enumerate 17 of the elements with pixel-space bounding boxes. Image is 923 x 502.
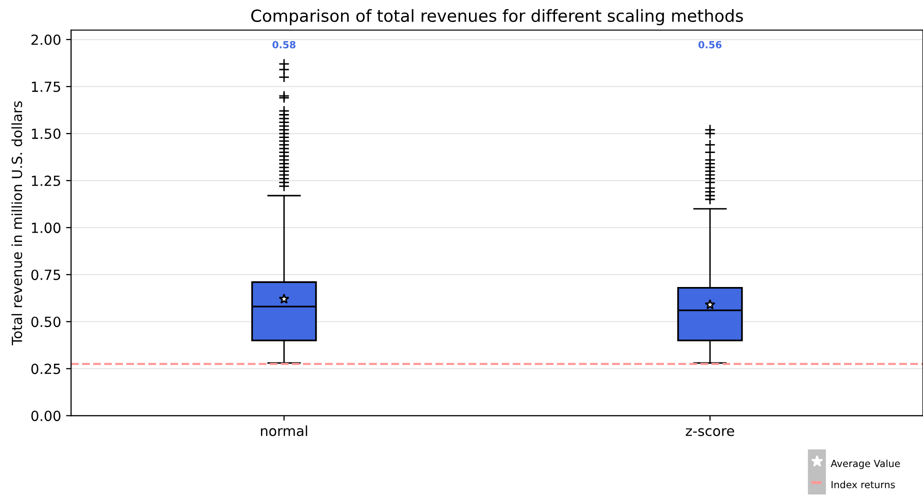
annotation: 0.58	[272, 41, 296, 48]
y-tick-label: 0.50	[31, 316, 60, 328]
y-tick-label: 2.00	[31, 34, 60, 45]
y-tick-label: 1.00	[32, 222, 60, 234]
x-tick-label: normal	[260, 425, 308, 436]
x-tick-label: z-score	[686, 428, 734, 436]
y-tick-label: 1.50	[32, 128, 60, 140]
y-tick-label: 0.25	[31, 364, 60, 374]
y-axis-title: Total revenue in million U.S. dollars	[11, 101, 22, 346]
y-tick-label: 1.25	[32, 176, 60, 186]
annotation: 0.56	[698, 41, 722, 48]
legend-label: Index returns	[832, 480, 895, 488]
y-tick-label: 1.75	[32, 82, 60, 92]
y-tick-label: 0.00	[31, 410, 60, 422]
chart-title: Comparison of total revenues for different scaling methods	[251, 9, 743, 26]
y-tick-label: 0.75	[31, 270, 60, 280]
text: Average Value	[830, 460, 900, 470]
